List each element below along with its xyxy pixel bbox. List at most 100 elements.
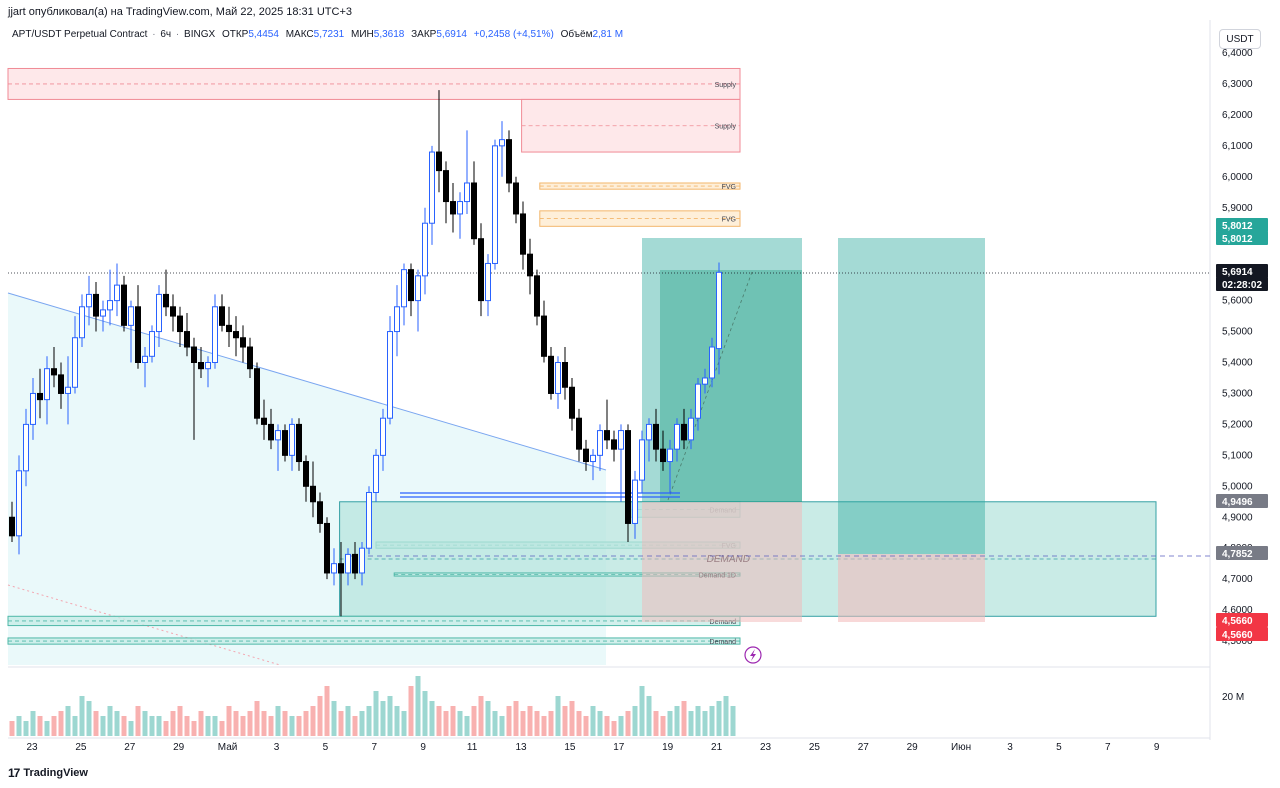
close-value: 5,6914	[436, 29, 467, 40]
price-label: 5,8012	[1222, 234, 1253, 245]
candle-body	[149, 331, 155, 357]
candle-body	[107, 300, 113, 311]
candle-body	[492, 145, 498, 264]
volume-bar	[331, 701, 337, 736]
candle-body	[296, 423, 302, 463]
candle-body	[555, 362, 561, 394]
wedge-fill	[8, 293, 606, 665]
volume-bar	[653, 711, 659, 736]
volume-bar	[555, 696, 561, 736]
zone-fvg	[539, 210, 741, 227]
candle-body	[695, 383, 701, 419]
volume-bar	[569, 701, 575, 736]
candle-body	[569, 386, 575, 419]
volume-bar	[660, 716, 666, 736]
volume-bar	[492, 711, 498, 736]
lightning-icon	[744, 646, 762, 664]
volume-label: Объём	[560, 29, 593, 40]
brand-name: TradingView	[23, 767, 88, 779]
volume-bar	[121, 716, 127, 736]
y-tick-label: 5,7000	[1222, 265, 1253, 276]
volume-bar	[716, 701, 722, 736]
volume-bar	[23, 721, 29, 736]
x-tick-label: 3	[274, 742, 280, 753]
volume-bar	[170, 711, 176, 736]
candle-body	[30, 392, 36, 425]
volume-bar	[681, 701, 687, 736]
zone-demand	[630, 501, 741, 518]
candles-group	[9, 90, 722, 617]
candle-body	[583, 448, 589, 463]
candle-body	[275, 430, 281, 441]
volume-bar	[352, 716, 358, 736]
volume-bar	[177, 706, 183, 736]
volume-bar	[625, 711, 631, 736]
tradingview-logo-icon: 17	[8, 766, 20, 780]
price-label-bg	[1216, 546, 1268, 560]
price-label: 4,7852	[1222, 549, 1253, 560]
symbol-name[interactable]: APT/USDT Perpetual Contract	[12, 29, 148, 40]
candle-body	[142, 355, 148, 363]
volume-bar	[709, 706, 715, 736]
candle-body	[212, 306, 218, 364]
volume-bar	[632, 706, 638, 736]
candle-body	[576, 417, 582, 450]
candle-body	[9, 516, 15, 537]
interval[interactable]: 6ч	[160, 29, 172, 40]
position2-profit-zone	[838, 238, 985, 554]
candle-body	[44, 368, 50, 401]
candle-body	[177, 315, 183, 333]
candle-body	[660, 448, 666, 463]
zone-label: Supply	[715, 124, 737, 131]
x-tick-label: 23	[26, 742, 38, 753]
y-tick-label: 5,4000	[1222, 358, 1253, 369]
volume-bar	[394, 706, 400, 736]
y-tick-label: 5,2000	[1222, 419, 1253, 430]
volume-bar	[583, 716, 589, 736]
volume-bar	[275, 706, 281, 736]
candle-body	[604, 430, 610, 441]
candle-body	[72, 337, 78, 388]
x-tick-label: 27	[858, 742, 870, 753]
x-tick-label: 29	[907, 742, 919, 753]
volume-bar	[590, 706, 596, 736]
candle-body	[247, 346, 253, 370]
tradingview-brand[interactable]: 17 TradingView	[8, 766, 88, 780]
volume-bar	[695, 706, 701, 736]
candle-body	[100, 309, 106, 317]
candle-body	[128, 306, 134, 326]
x-tick-label: 19	[662, 742, 674, 753]
x-tick-label: 23	[760, 742, 772, 753]
zone-fvg	[539, 182, 741, 190]
volume-bar	[345, 706, 351, 736]
y-tick-label: 4,8000	[1222, 543, 1253, 554]
candle-body	[121, 284, 127, 326]
volume-bar	[534, 711, 540, 736]
x-tick-label: Май	[218, 742, 238, 753]
volume-bar	[401, 711, 407, 736]
candle-body	[653, 423, 659, 450]
volume-bar	[289, 716, 295, 736]
low-value: 5,3618	[373, 29, 405, 40]
volume-bar	[674, 706, 680, 736]
volume-bar	[135, 706, 141, 736]
candle-body	[534, 275, 540, 317]
candle-body	[163, 293, 169, 308]
x-tick-label: 9	[1154, 742, 1160, 753]
x-tick-label: 5	[1056, 742, 1062, 753]
high-value: 5,7231	[313, 29, 345, 40]
volume-bar	[247, 711, 253, 736]
volume-bar	[86, 701, 92, 736]
candle-body	[240, 337, 246, 348]
candle-body	[16, 470, 22, 537]
volume-bar	[506, 706, 512, 736]
volume-bar	[184, 716, 190, 736]
y-tick-label: 4,9000	[1222, 512, 1253, 523]
candle-body	[408, 269, 414, 302]
volume-bar	[142, 711, 148, 736]
wedge-upper-line	[7, 292, 607, 471]
currency-button[interactable]: USDT	[1219, 29, 1261, 49]
candle-body	[618, 430, 624, 450]
candle-body	[450, 201, 456, 215]
